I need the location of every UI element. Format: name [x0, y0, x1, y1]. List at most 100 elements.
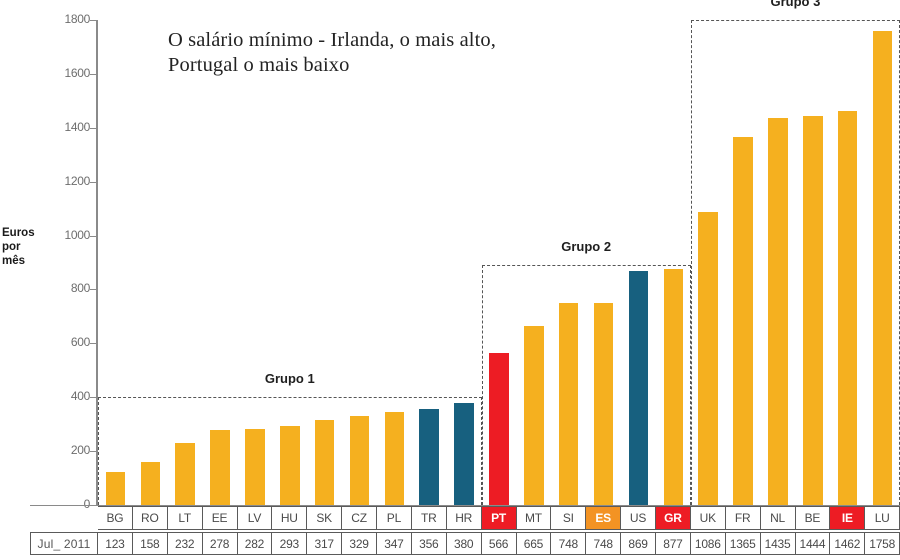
y-axis-tick	[90, 73, 97, 75]
table-label-cell-sk[interactable]: SK	[307, 506, 343, 530]
table-value-cell-ro[interactable]: 158	[132, 532, 168, 555]
table-label-cell-pl[interactable]: PL	[377, 506, 412, 530]
bar-hu	[280, 426, 300, 505]
table-value-cell-lu[interactable]: 1758	[865, 532, 900, 555]
group-label-1: Grupo 1	[264, 371, 315, 387]
table-row-labels: BG RO LT EE LV HU SK CZ PL TR HR PT MT SI ES US GR UK FR NL…	[30, 506, 900, 530]
table-label-cell-hu[interactable]: HU	[272, 506, 308, 530]
y-axis-tick-label: 1400	[64, 119, 91, 134]
table-label-cell-nl[interactable]: NL	[760, 506, 796, 530]
table-label-cell-gr[interactable]: GR	[656, 506, 691, 530]
table-value-cell-bg[interactable]: 123	[98, 532, 133, 555]
y-axis-tick-label: 1600	[64, 65, 91, 80]
bar-cz	[349, 416, 370, 505]
table-label-cell-hr[interactable]: HR	[446, 506, 482, 530]
table-corner-cell	[30, 506, 98, 530]
table-value-cell-pl[interactable]: 347	[377, 532, 412, 555]
table-value-cell-es[interactable]: 748	[586, 532, 622, 555]
table-label-cell-lv[interactable]: LV	[237, 506, 273, 530]
table-label-cell-ro[interactable]: RO	[132, 506, 168, 530]
y-axis-tick	[90, 20, 97, 21]
table-label-cell-si[interactable]: SI	[551, 506, 587, 530]
y-axis-tick-label: 1000	[64, 227, 91, 242]
table-value-cell-hr[interactable]: 380	[446, 532, 482, 555]
table-label-cell-pt[interactable]: PT	[481, 506, 517, 530]
table-label-cell-lu[interactable]: LU	[865, 506, 900, 530]
bar-uk	[698, 212, 718, 505]
y-axis-title-line-3: mês	[2, 255, 26, 267]
bar-si	[558, 303, 579, 505]
y-axis-tick	[90, 397, 97, 399]
y-axis-tick-label: 0	[83, 497, 91, 511]
table-row-values: Jul_ 2011 123 158 232 278 282 293 317 329 347 356…	[30, 532, 900, 555]
bar-lt	[175, 442, 195, 505]
table-value-cell-nl[interactable]: 1435	[760, 532, 796, 555]
table-value-cell-pt[interactable]: 566	[481, 532, 517, 555]
group-box-3	[690, 20, 900, 505]
bar-us	[628, 270, 649, 505]
group-box-2	[481, 265, 691, 505]
table-label-cell-cz[interactable]: CZ	[342, 506, 377, 530]
bar-be	[803, 115, 823, 505]
table-label-cell-bg[interactable]: BG	[98, 506, 133, 530]
table-label-cell-lt[interactable]: LT	[167, 506, 203, 530]
y-axis-title-line-1: Euros	[2, 227, 35, 239]
table-value-cell-uk[interactable]: 1086	[690, 532, 726, 555]
y-axis-tick-label: 200	[70, 443, 90, 458]
table-value-cell-be[interactable]: 1444	[795, 532, 831, 555]
y-axis-tick-label: 600	[70, 335, 90, 350]
group-label-3: Grupo 3	[770, 0, 821, 9]
table-value-cell-us[interactable]: 869	[621, 532, 656, 555]
bar-ie	[837, 111, 858, 505]
table-value-cell-lt[interactable]: 232	[167, 532, 203, 555]
table-value-cell-lv[interactable]: 282	[237, 532, 273, 555]
table-label-cell-tr[interactable]: TR	[411, 506, 447, 530]
y-axis-tick	[90, 235, 97, 237]
bar-tr	[419, 409, 439, 505]
bar-nl	[768, 118, 788, 505]
table-label-cell-us[interactable]: US	[621, 506, 656, 530]
bar-lu	[872, 31, 893, 505]
table-value-cell-cz[interactable]: 329	[342, 532, 377, 555]
table-label-cell-es[interactable]: ES	[586, 506, 622, 530]
table-label-cell-ie[interactable]: IE	[830, 506, 866, 530]
y-axis-title: Euros por mês	[2, 226, 48, 268]
table-value-cell-ee[interactable]: 278	[202, 532, 238, 555]
table-value-cell-hu[interactable]: 293	[272, 532, 308, 555]
table-value-cell-mt[interactable]: 665	[516, 532, 552, 555]
bar-lv	[245, 429, 265, 505]
chart-title: O salário mínimo - Irlanda, o mais alto,…	[168, 28, 608, 78]
y-axis-tick-label: 400	[70, 389, 90, 404]
y-axis-tick	[90, 451, 97, 453]
table-label-cell-uk[interactable]: UK	[690, 506, 726, 530]
data-table: BG RO LT EE LV HU SK CZ PL TR HR PT MT SI ES US GR UK FR NL…	[30, 505, 900, 555]
bar-pt	[489, 352, 509, 505]
table-value-cell-fr[interactable]: 1365	[725, 532, 761, 555]
plot-area: Grupo 1 Grupo 2 Grupo 3	[98, 0, 900, 505]
table-label-cell-mt[interactable]: MT	[516, 506, 552, 530]
table-value-cell-gr[interactable]: 877	[656, 532, 691, 555]
bar-fr	[733, 137, 753, 505]
y-axis-line	[96, 20, 98, 505]
y-axis-tick	[90, 289, 97, 291]
y-axis-tick-label: 800	[70, 281, 90, 296]
table-value-cell-si[interactable]: 748	[551, 532, 587, 555]
table-value-cell-ie[interactable]: 1462	[830, 532, 866, 555]
y-axis-tick-label: 1200	[64, 173, 91, 188]
x-axis-line	[30, 505, 900, 506]
y-axis-title-line-2: por	[2, 241, 21, 253]
table-label-cell-ee[interactable]: EE	[202, 506, 238, 530]
table-value-cell-tr[interactable]: 356	[411, 532, 447, 555]
bar-ee	[210, 430, 230, 505]
bar-bg	[105, 471, 126, 505]
chart-title-line-1: O salário mínimo - Irlanda, o mais alto,	[168, 29, 496, 51]
bar-sk	[314, 419, 335, 505]
table-label-cell-be[interactable]: BE	[795, 506, 831, 530]
bar-gr	[663, 268, 684, 505]
bar-ro	[140, 462, 161, 505]
table-label-cell-fr[interactable]: FR	[725, 506, 761, 530]
bar-es	[593, 303, 614, 505]
chart-title-line-2: Portugal o mais baixo	[168, 54, 350, 76]
table-value-cell-sk[interactable]: 317	[307, 532, 343, 555]
